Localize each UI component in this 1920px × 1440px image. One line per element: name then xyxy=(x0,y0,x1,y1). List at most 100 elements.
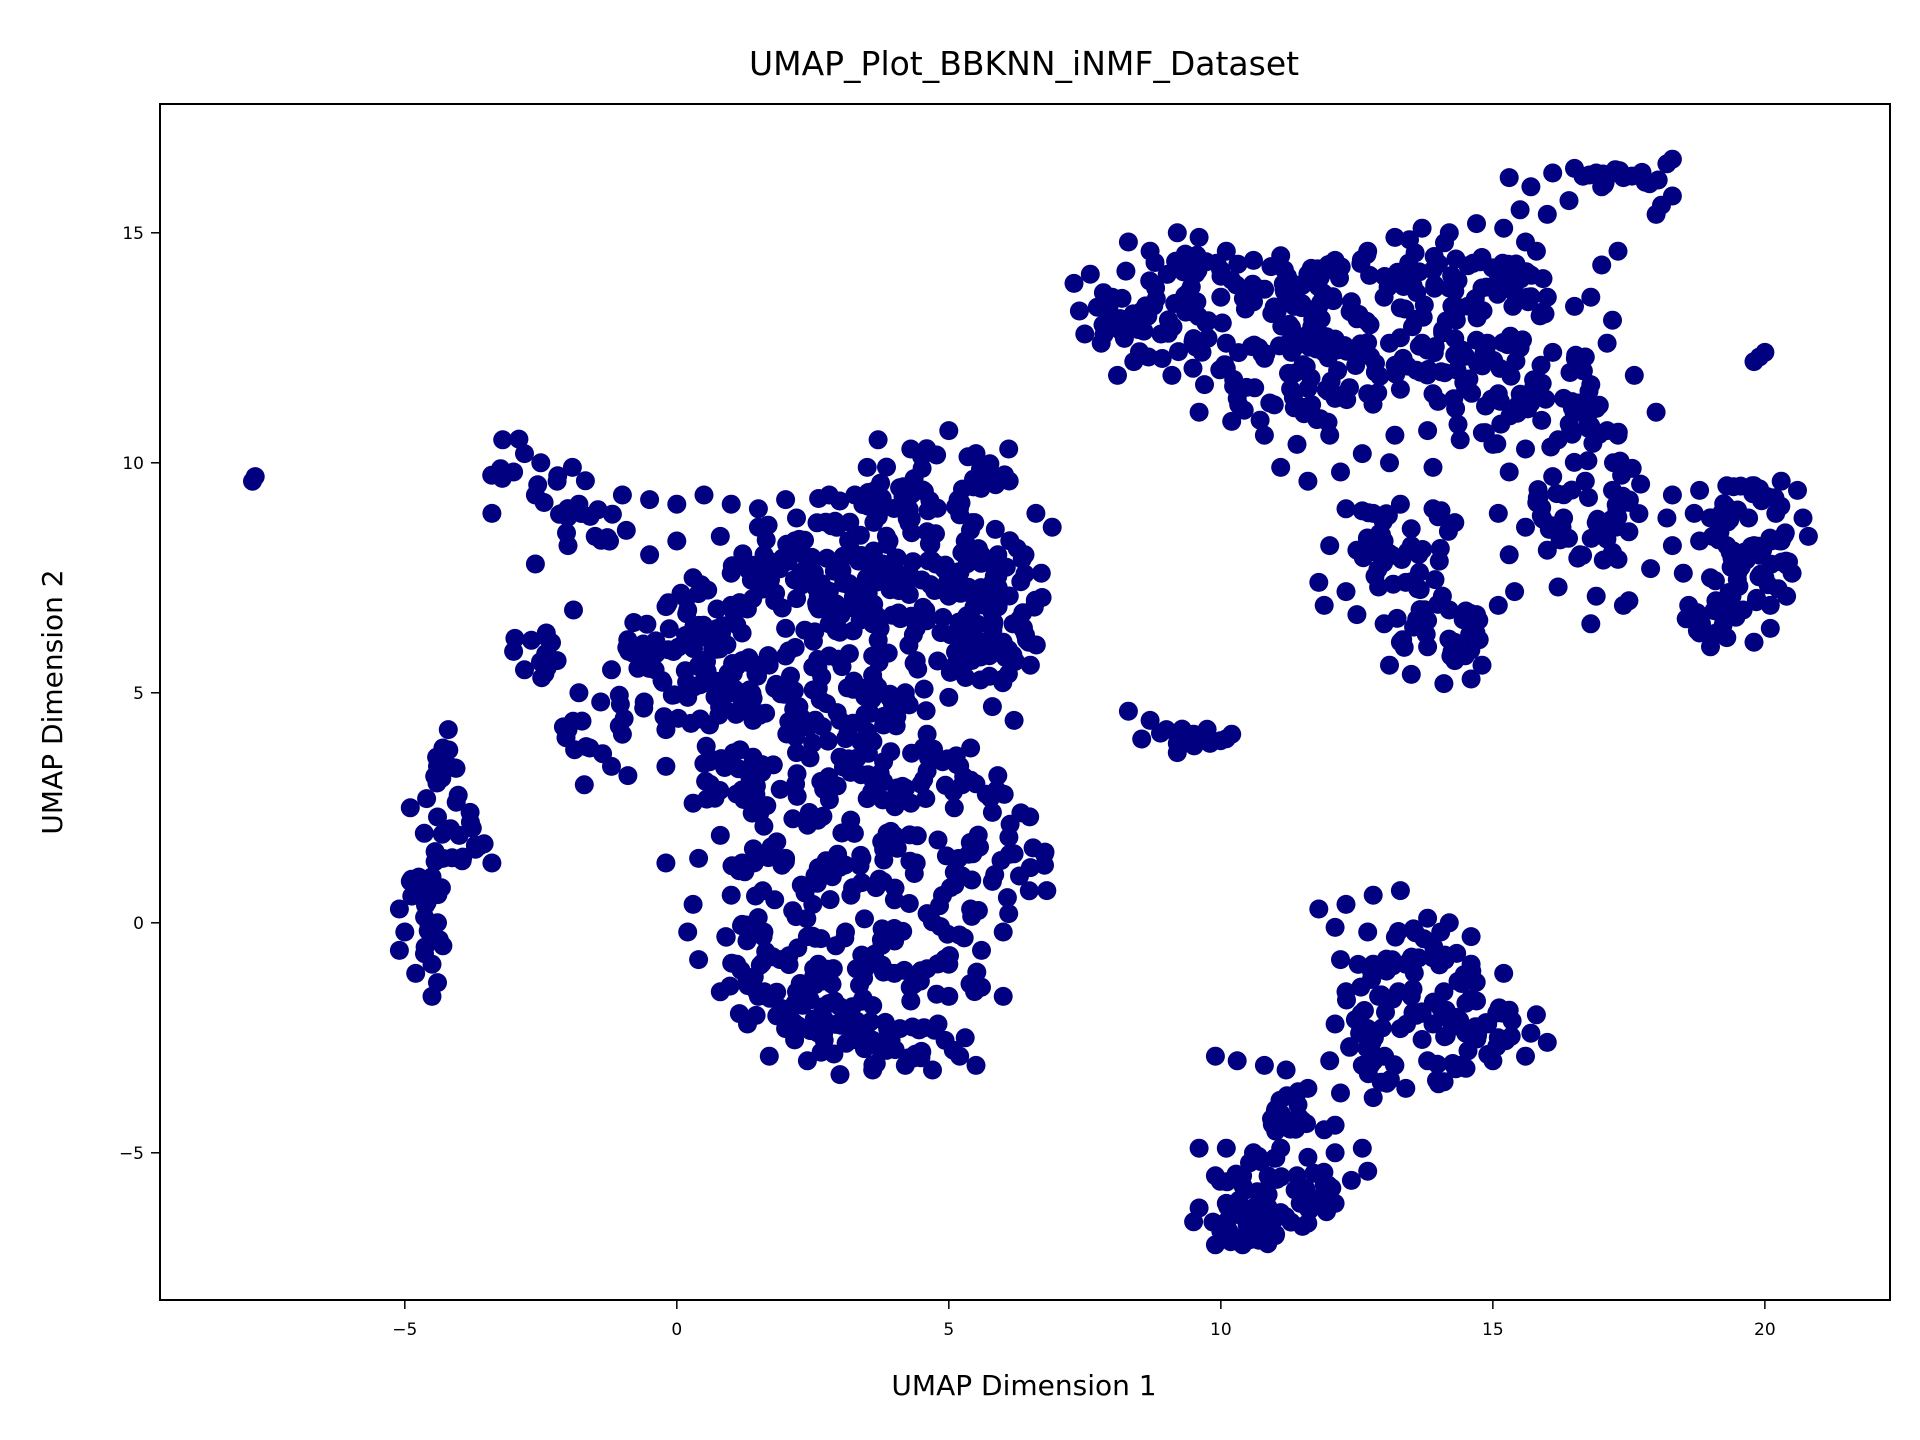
data-point xyxy=(1777,555,1797,575)
data-point xyxy=(1401,664,1421,684)
data-point xyxy=(1431,362,1451,382)
data-point xyxy=(1250,410,1270,430)
data-point xyxy=(1224,376,1244,396)
data-point xyxy=(962,870,982,890)
data-point xyxy=(767,832,787,852)
x-tick-label: 5 xyxy=(943,1320,954,1340)
data-point xyxy=(1296,1179,1316,1198)
data-point xyxy=(534,493,554,512)
data-point xyxy=(1673,563,1693,583)
data-point xyxy=(1187,245,1207,265)
data-point xyxy=(1184,736,1204,756)
data-point xyxy=(600,531,619,551)
data-point xyxy=(868,430,888,450)
data-point xyxy=(873,561,893,581)
data-point xyxy=(899,563,919,583)
scatter-points xyxy=(243,149,1818,1255)
data-point xyxy=(575,471,595,491)
data-point xyxy=(1400,230,1419,250)
data-point xyxy=(1588,509,1607,529)
data-point xyxy=(425,766,445,786)
data-point xyxy=(1516,517,1535,537)
data-point xyxy=(1395,299,1415,319)
data-point xyxy=(1158,323,1178,343)
data-point xyxy=(900,851,920,871)
data-point xyxy=(1586,586,1606,606)
data-point xyxy=(873,872,893,892)
data-point xyxy=(1662,485,1682,505)
data-point xyxy=(817,959,837,979)
data-point xyxy=(810,579,830,599)
x-tick-label: 20 xyxy=(1754,1320,1776,1340)
data-point xyxy=(793,995,813,1015)
data-point xyxy=(1403,979,1423,999)
data-point xyxy=(1662,536,1682,556)
data-point xyxy=(1385,927,1405,947)
data-point xyxy=(1746,592,1766,612)
data-point xyxy=(1579,488,1598,507)
data-point xyxy=(689,950,709,970)
data-point xyxy=(776,490,796,510)
data-point xyxy=(1336,499,1356,519)
data-point xyxy=(1755,342,1775,362)
data-point xyxy=(1459,369,1479,389)
data-point xyxy=(1145,253,1165,272)
data-point xyxy=(707,599,727,619)
x-tick-label: 10 xyxy=(1210,1320,1232,1340)
data-point xyxy=(852,873,872,893)
data-point xyxy=(1579,418,1598,438)
data-point xyxy=(855,909,874,929)
data-point xyxy=(428,885,448,905)
data-point xyxy=(885,1040,905,1060)
data-point xyxy=(425,852,445,871)
data-point xyxy=(786,774,806,794)
data-point xyxy=(482,853,502,873)
data-point xyxy=(759,1046,779,1066)
data-point xyxy=(721,885,741,905)
data-point xyxy=(944,798,964,818)
data-point xyxy=(1363,885,1383,905)
data-point xyxy=(1536,389,1556,409)
data-point xyxy=(1353,548,1373,568)
chart-title: UMAP_Plot_BBKNN_iNMF_Dataset xyxy=(749,44,1299,83)
data-point xyxy=(1608,241,1628,261)
data-point xyxy=(887,838,907,858)
data-point xyxy=(1336,894,1356,914)
data-point xyxy=(968,825,988,845)
data-point xyxy=(797,1051,817,1071)
data-point xyxy=(1130,342,1149,362)
data-point xyxy=(1565,296,1584,316)
data-point xyxy=(1424,343,1444,363)
data-point xyxy=(1279,363,1298,383)
data-point xyxy=(415,937,435,957)
data-point xyxy=(1450,430,1470,450)
data-point xyxy=(1427,1054,1447,1074)
data-point xyxy=(953,619,973,639)
data-point xyxy=(777,534,797,554)
data-point xyxy=(1210,1171,1230,1191)
data-point xyxy=(952,775,972,795)
data-point xyxy=(1221,1232,1241,1252)
data-point xyxy=(976,784,996,804)
data-point xyxy=(1516,392,1536,412)
data-point xyxy=(1287,434,1307,454)
data-point xyxy=(1358,1161,1378,1181)
data-point xyxy=(785,1030,805,1050)
data-point xyxy=(1646,204,1666,224)
data-point xyxy=(1385,425,1405,445)
data-point xyxy=(796,547,816,567)
data-point xyxy=(1189,227,1209,247)
y-tick-label: 5 xyxy=(133,684,144,704)
data-point xyxy=(1476,277,1496,297)
data-point xyxy=(1292,294,1312,314)
data-point xyxy=(1283,388,1303,408)
data-point xyxy=(949,849,968,868)
data-point xyxy=(1255,279,1275,299)
data-point xyxy=(788,938,808,958)
data-point xyxy=(1320,1178,1340,1198)
data-point xyxy=(971,553,991,573)
data-point xyxy=(1462,383,1482,403)
data-point xyxy=(1624,365,1644,385)
data-point xyxy=(1771,471,1791,491)
data-point xyxy=(720,976,740,996)
